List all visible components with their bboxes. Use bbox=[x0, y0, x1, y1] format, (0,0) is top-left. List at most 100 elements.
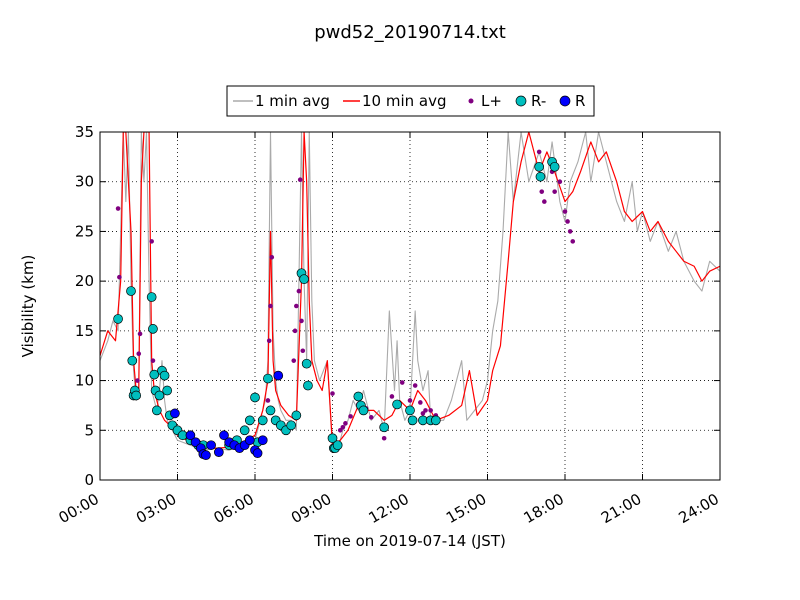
point-rminus bbox=[127, 355, 138, 366]
point-lplus bbox=[343, 421, 348, 426]
point-rminus bbox=[430, 415, 441, 426]
point-rminus bbox=[244, 415, 255, 426]
point-rminus bbox=[126, 286, 136, 296]
point-lplus bbox=[368, 415, 374, 420]
point-rminus bbox=[291, 410, 302, 421]
point-rminus bbox=[113, 314, 123, 324]
point-rminus bbox=[549, 161, 560, 172]
legend-label-1min: 1 min avg bbox=[255, 92, 330, 110]
point-lplus bbox=[294, 303, 299, 309]
point-rminus bbox=[379, 422, 390, 433]
point-rminus bbox=[257, 415, 268, 426]
point-lplus bbox=[149, 239, 154, 244]
point-lplus bbox=[340, 425, 346, 430]
point-lplus bbox=[567, 229, 573, 234]
point-rminus bbox=[286, 420, 297, 431]
point-rminus bbox=[534, 161, 545, 172]
y-tick-label: 0 bbox=[84, 471, 94, 489]
x-axis-label: Time on 2019-07-14 (JST) bbox=[313, 532, 506, 550]
point-rminus bbox=[250, 392, 260, 403]
legend-frame bbox=[226, 85, 595, 117]
point-rminus bbox=[392, 399, 402, 410]
legend-swatch-r bbox=[559, 95, 571, 107]
point-lplus bbox=[565, 219, 570, 224]
point-lplus bbox=[407, 398, 413, 403]
point-r bbox=[219, 430, 229, 441]
point-lplus bbox=[300, 348, 306, 354]
point-lplus bbox=[296, 288, 302, 294]
y-axis-label: Visibility (km) bbox=[19, 255, 37, 358]
point-rminus bbox=[301, 358, 312, 369]
chart-title: pwd52_20190714.txt bbox=[314, 22, 506, 43]
point-rminus bbox=[407, 415, 418, 426]
point-lplus bbox=[266, 338, 272, 344]
point-rminus bbox=[358, 405, 369, 416]
point-lplus bbox=[389, 394, 395, 399]
legend-swatch-lplus bbox=[468, 98, 474, 104]
point-rminus bbox=[154, 390, 165, 401]
point-lplus bbox=[542, 199, 547, 204]
legend-swatch-rminus bbox=[515, 95, 527, 107]
legend-label-lplus: L+ bbox=[481, 92, 502, 110]
point-rminus bbox=[303, 380, 313, 391]
point-rminus bbox=[146, 292, 157, 302]
y-tick-label: 15 bbox=[75, 322, 94, 340]
point-rminus bbox=[151, 405, 162, 416]
point-lplus bbox=[269, 254, 275, 260]
point-lplus bbox=[115, 206, 121, 211]
series-line-10min bbox=[100, 132, 720, 449]
point-lplus bbox=[570, 239, 576, 244]
y-tick-label: 30 bbox=[75, 173, 94, 191]
y-tick-label: 25 bbox=[75, 222, 94, 240]
point-rminus bbox=[353, 391, 364, 402]
point-r bbox=[252, 448, 263, 459]
point-lplus bbox=[297, 177, 303, 183]
point-rminus bbox=[159, 370, 170, 381]
point-rminus bbox=[131, 390, 142, 401]
point-lplus bbox=[292, 328, 298, 334]
point-r bbox=[244, 435, 255, 446]
legend-label-10min: 10 min avg bbox=[362, 92, 447, 110]
point-lplus bbox=[381, 435, 387, 441]
point-lplus bbox=[428, 408, 433, 413]
point-lplus bbox=[348, 414, 353, 419]
point-lplus bbox=[136, 351, 142, 357]
point-lplus bbox=[412, 383, 418, 388]
point-lplus bbox=[337, 427, 343, 433]
series-layer bbox=[100, 132, 720, 460]
point-rminus bbox=[327, 433, 338, 444]
point-lplus bbox=[423, 408, 428, 413]
y-tick-label: 10 bbox=[75, 372, 94, 390]
point-lplus bbox=[562, 209, 568, 214]
point-r bbox=[257, 435, 268, 446]
point-rminus bbox=[162, 385, 173, 396]
point-rminus bbox=[405, 405, 415, 416]
point-lplus bbox=[117, 274, 122, 280]
y-tick-label: 20 bbox=[75, 272, 94, 290]
point-lplus bbox=[265, 398, 271, 403]
point-rminus bbox=[149, 369, 160, 380]
y-tick-label: 35 bbox=[75, 123, 94, 141]
legend: 1 min avg 10 min avg L+ R- R bbox=[226, 85, 595, 117]
point-lplus bbox=[268, 303, 273, 309]
point-lplus bbox=[536, 149, 542, 155]
point-r bbox=[206, 440, 216, 451]
point-lplus bbox=[299, 318, 304, 324]
point-r bbox=[185, 430, 196, 441]
point-lplus bbox=[420, 411, 426, 416]
point-rminus bbox=[265, 405, 276, 416]
legend-label-r: R bbox=[575, 92, 585, 110]
point-rminus bbox=[148, 324, 158, 334]
point-r bbox=[170, 408, 180, 419]
point-lplus bbox=[150, 358, 156, 363]
point-lplus bbox=[539, 189, 545, 194]
point-r bbox=[213, 447, 224, 458]
point-lplus bbox=[557, 179, 563, 185]
legend-label-rminus: R- bbox=[531, 92, 546, 110]
y-tick-label: 5 bbox=[84, 421, 94, 439]
point-rminus bbox=[239, 425, 250, 436]
point-lplus bbox=[399, 380, 405, 385]
point-rminus bbox=[299, 274, 309, 285]
point-lplus bbox=[418, 400, 423, 405]
